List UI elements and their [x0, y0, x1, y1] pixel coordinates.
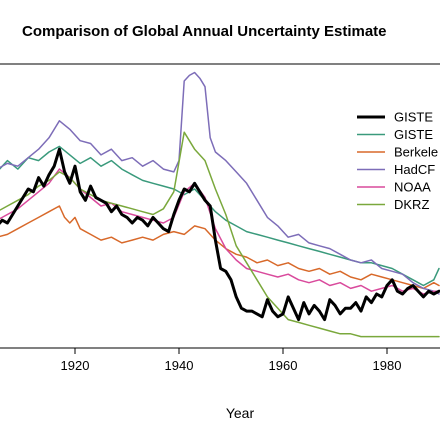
x-axis-label: Year	[226, 405, 255, 421]
legend-label: NOAA	[394, 180, 431, 195]
x-tick-label: 1980	[373, 358, 402, 373]
legend-label: DKRZ	[394, 197, 429, 212]
series-line-2	[0, 205, 440, 290]
legend-label: GISTE	[394, 110, 433, 125]
series-line-0	[0, 147, 440, 322]
x-tick-label: 1920	[61, 358, 90, 373]
legend-label: Berkele	[394, 145, 438, 160]
x-axis: 1920 1940 1960 1980	[61, 348, 402, 373]
legend-label: HadCF	[394, 162, 435, 177]
legend-label: GISTE	[394, 127, 433, 142]
series-layer	[0, 71, 440, 338]
series-line-5	[0, 131, 440, 338]
legend: GISTE GISTE Berkele HadCF NOAA DKRZ	[357, 110, 438, 212]
plot-frame	[0, 63, 440, 349]
x-tick-label: 1960	[269, 358, 298, 373]
chart-title: Comparison of Global Annual Uncertainty …	[22, 23, 387, 40]
x-tick-label: 1940	[165, 358, 194, 373]
series-line-3	[0, 71, 440, 295]
